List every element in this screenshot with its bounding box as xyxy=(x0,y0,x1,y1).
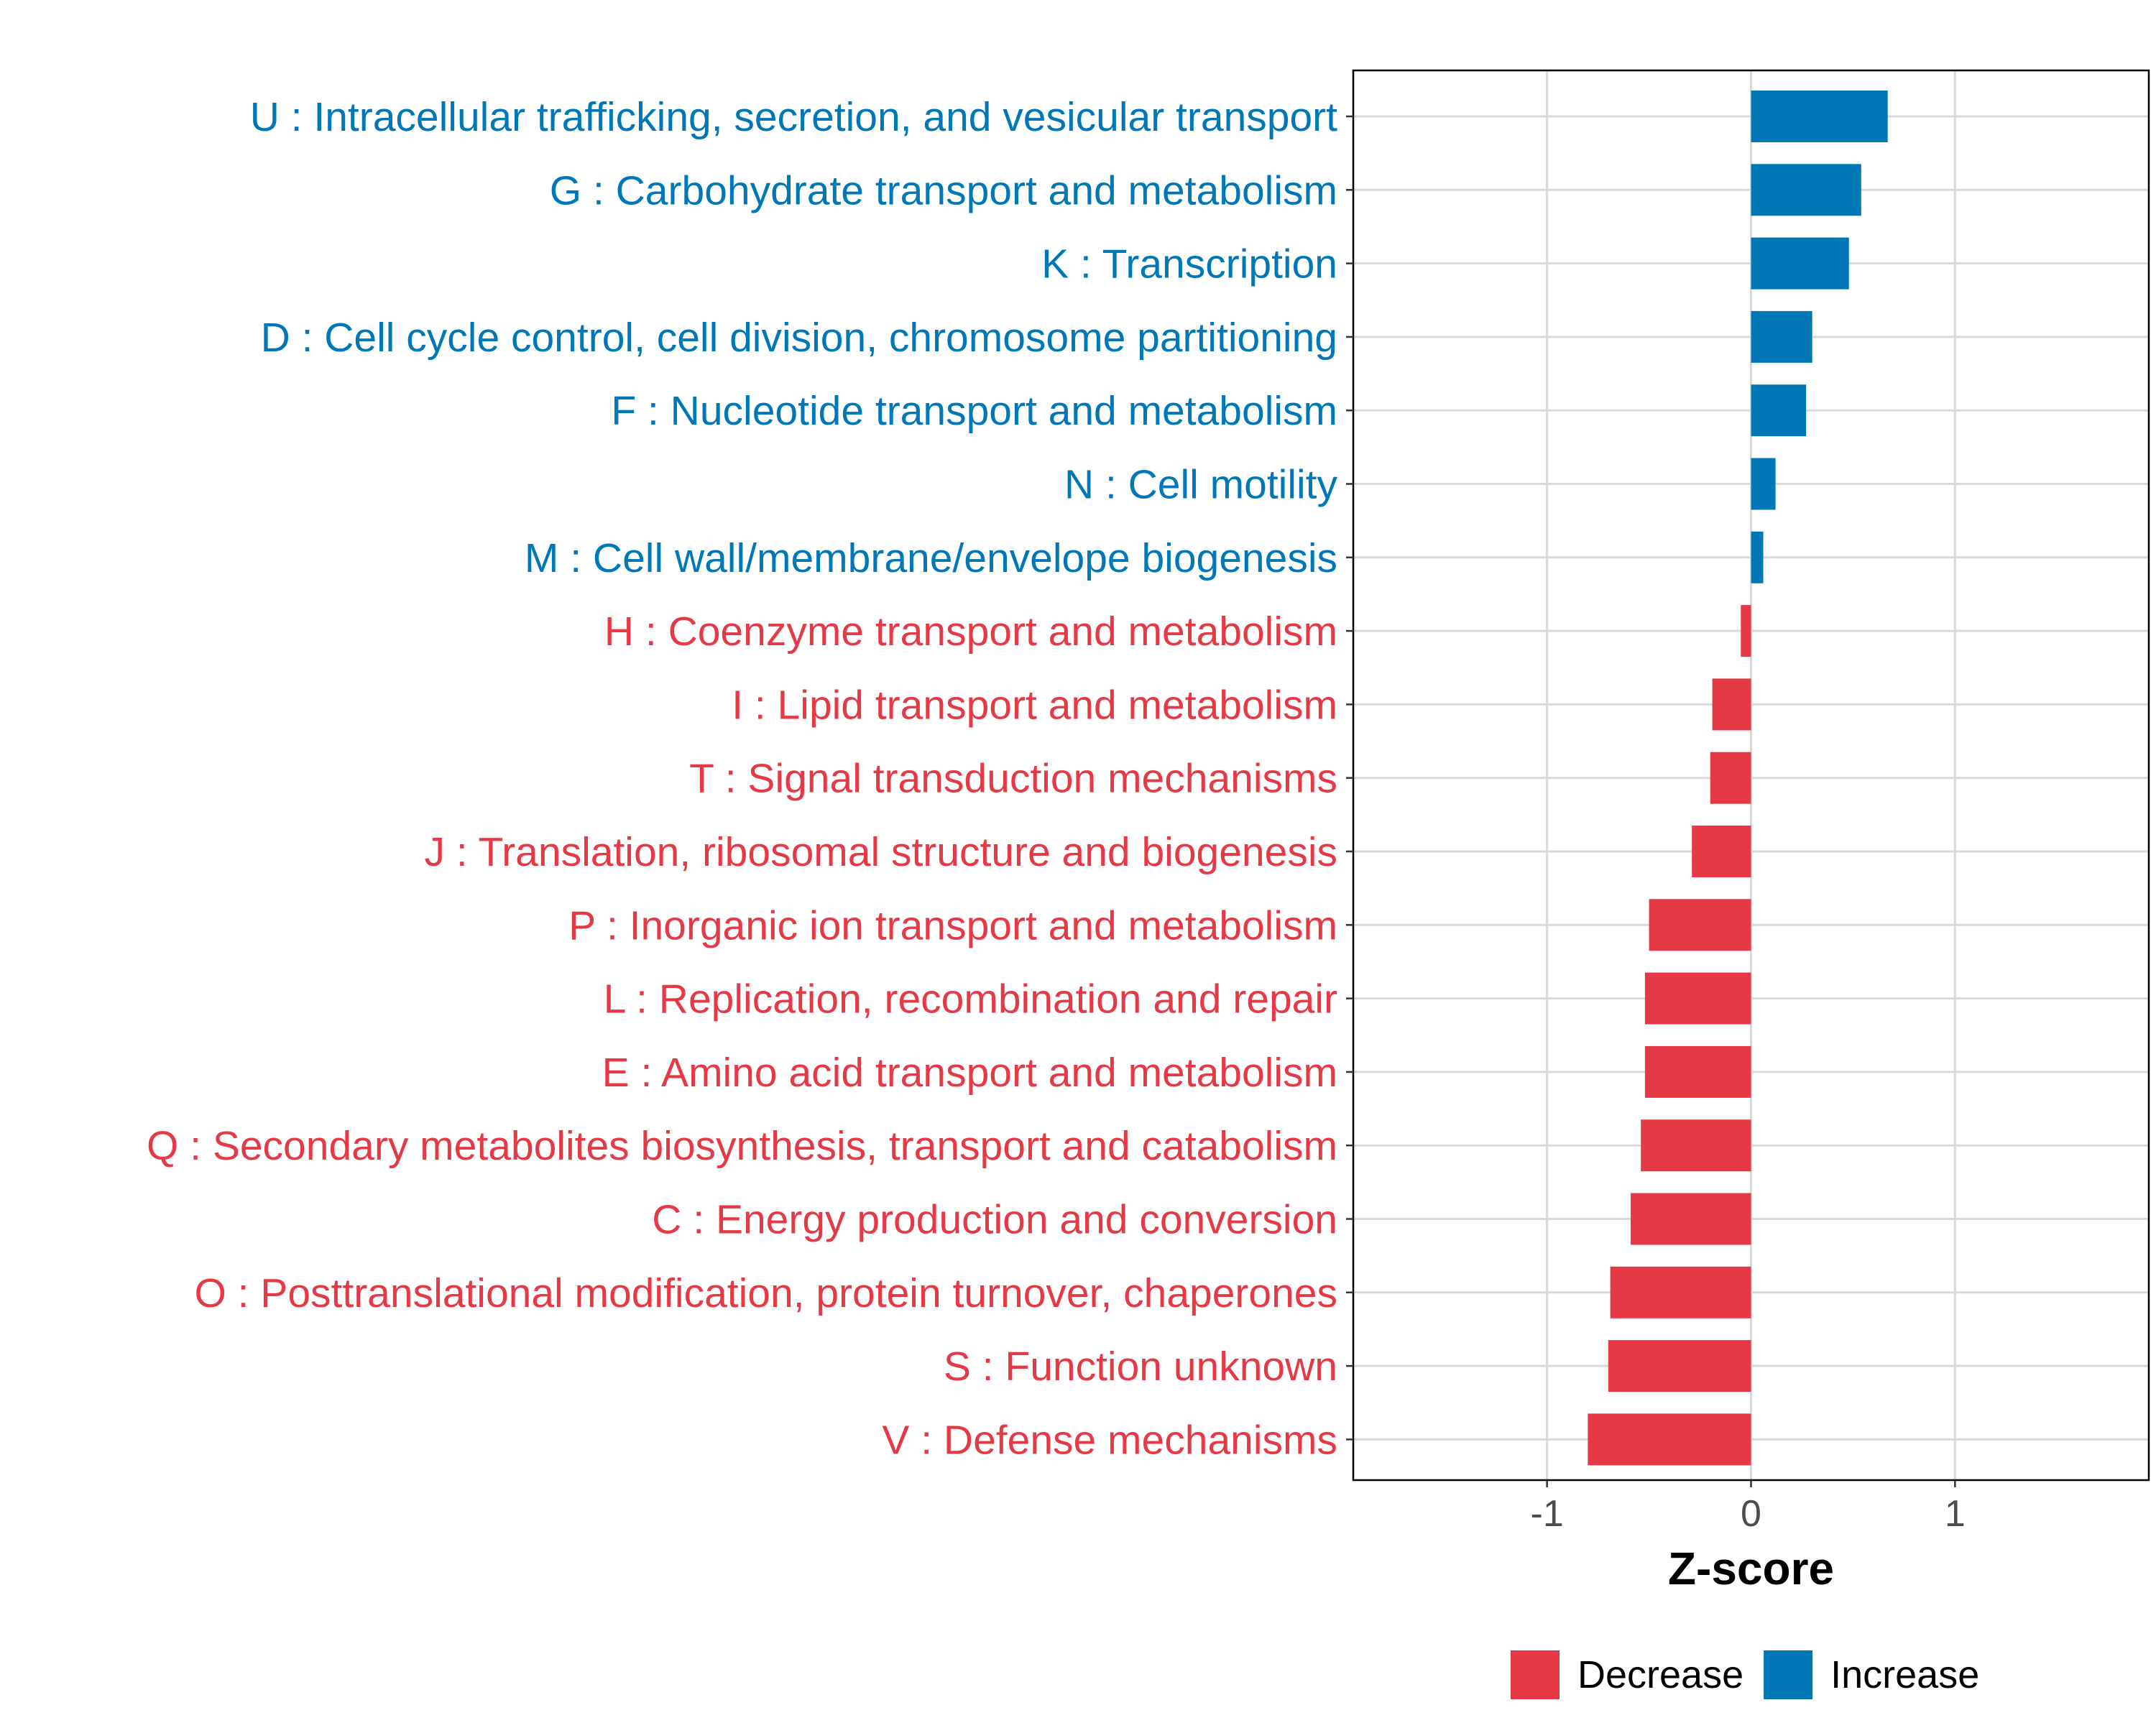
bar-t xyxy=(1710,752,1751,804)
bar-n xyxy=(1751,458,1776,510)
y-axis-ticks xyxy=(1346,115,1353,1441)
bar-o xyxy=(1610,1266,1751,1318)
category-label: V : Defense mechanisms xyxy=(882,1417,1337,1463)
x-tick-label: -1 xyxy=(1531,1493,1564,1535)
x-tick-label: 1 xyxy=(1945,1493,1966,1535)
category-label: L : Replication, recombination and repai… xyxy=(604,976,1337,1022)
category-label: S : Function unknown xyxy=(944,1344,1337,1390)
category-label: E : Amino acid transport and metabolism xyxy=(602,1050,1337,1096)
category-label: F : Nucleotide transport and metabolism xyxy=(611,388,1337,434)
category-label: C : Energy production and conversion xyxy=(652,1197,1337,1243)
category-label: O : Posttranslational modification, prot… xyxy=(194,1270,1337,1316)
category-label: K : Transcription xyxy=(1041,241,1337,287)
bar-h xyxy=(1741,605,1751,657)
legend: Decrease Increase xyxy=(1511,1650,1979,1699)
bar-p xyxy=(1649,899,1751,951)
category-label: N : Cell motility xyxy=(1064,462,1338,508)
bar-q xyxy=(1641,1119,1751,1172)
y-axis-category-labels: U : Intracellular trafficking, secretion… xyxy=(147,94,1338,1463)
category-label: T : Signal transduction mechanisms xyxy=(689,756,1337,802)
bar-s xyxy=(1608,1340,1751,1392)
bar-l xyxy=(1644,972,1751,1025)
bar-c xyxy=(1631,1193,1751,1245)
category-label: P : Inorganic ion transport and metaboli… xyxy=(568,902,1337,948)
bar-e xyxy=(1644,1045,1751,1098)
bars xyxy=(1588,91,1888,1466)
category-label: M : Cell wall/membrane/envelope biogenes… xyxy=(525,535,1337,581)
legend-key-decrease xyxy=(1511,1650,1560,1699)
bar-g xyxy=(1751,164,1861,216)
bar-m xyxy=(1751,531,1764,583)
x-axis-ticks: -1 0 1 xyxy=(1531,1480,1966,1535)
legend-key-increase xyxy=(1764,1650,1813,1699)
bar-j xyxy=(1692,826,1751,877)
legend-label-increase: Increase xyxy=(1830,1653,1979,1696)
category-label: Q : Secondary metabolites biosynthesis, … xyxy=(147,1123,1337,1169)
bar-v xyxy=(1588,1413,1751,1466)
bar-d xyxy=(1751,310,1812,363)
category-label: D : Cell cycle control, cell division, c… xyxy=(261,315,1337,361)
category-label: G : Carbohydrate transport and metabolis… xyxy=(550,167,1337,213)
bar-i xyxy=(1712,678,1751,731)
bar-u xyxy=(1751,91,1888,142)
x-tick-label: 0 xyxy=(1741,1493,1761,1535)
category-label: U : Intracellular trafficking, secretion… xyxy=(250,94,1337,140)
category-label: I : Lipid transport and metabolism xyxy=(732,682,1337,728)
x-axis-title: Z-score xyxy=(1668,1543,1834,1594)
bar-k xyxy=(1751,237,1849,290)
legend-label-decrease: Decrease xyxy=(1577,1653,1743,1696)
bar-f xyxy=(1751,384,1807,437)
category-label: H : Coenzyme transport and metabolism xyxy=(604,609,1337,655)
category-label: J : Translation, ribosomal structure and… xyxy=(425,829,1337,875)
